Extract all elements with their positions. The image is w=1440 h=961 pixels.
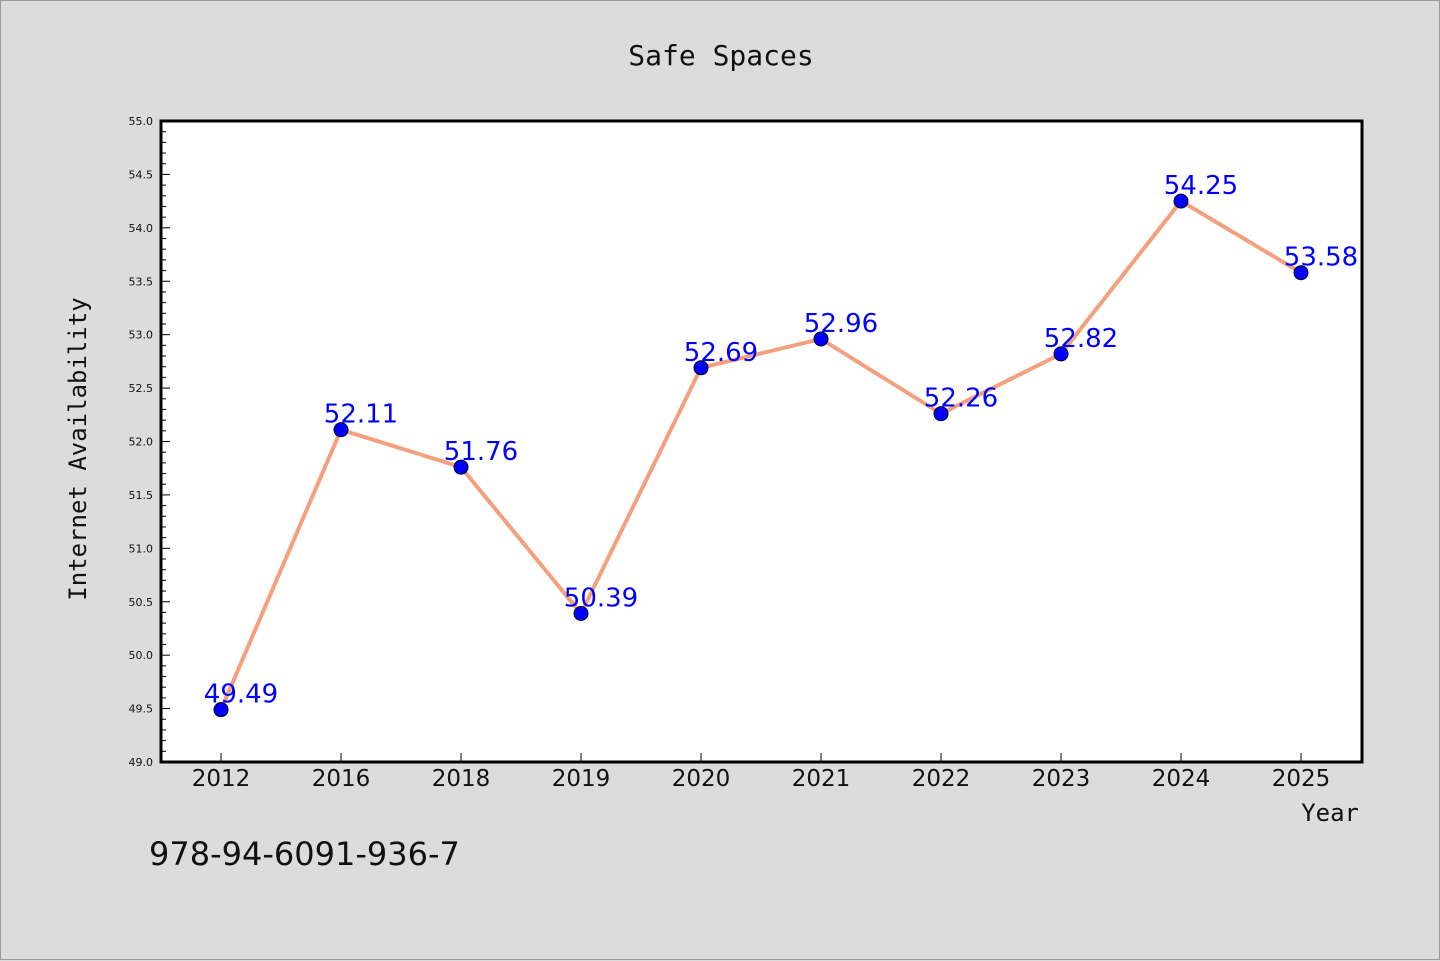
data-label: 53.58 [1284,243,1358,273]
x-tick-label: 2020 [672,766,731,792]
x-axis-title: Year [1301,799,1359,827]
y-tick-label: 50.5 [129,596,154,609]
y-tick-label: 52.5 [129,382,154,395]
y-axis-title: Internet Availability [64,297,92,600]
series-line [219,199,1303,712]
data-point [933,406,949,422]
data-point [333,422,349,438]
y-tick-label: 53.5 [129,275,154,288]
y-tick-label: 54.0 [129,222,154,235]
data-point [1293,265,1309,281]
data-labels: 49.49 52.11 51.76 50.39 52.69 52.96 52.26 52.82… [204,171,1358,710]
chart-title: Safe Spaces [628,39,813,72]
x-tick-label: 2022 [912,766,971,792]
data-label: 52.26 [924,384,998,414]
data-label: 50.39 [564,584,638,614]
data-point [693,360,709,376]
data-point [573,606,589,622]
x-tick-label: 2018 [432,766,491,792]
x-tick-label: 2023 [1032,766,1091,792]
x-axis-ticks [220,753,1302,762]
x-tick-label: 2024 [1152,766,1211,792]
y-tick-label: 53.0 [129,329,154,342]
y-tick-label: 49.0 [129,756,154,769]
data-label: 54.25 [1164,171,1238,201]
series-line-group [219,199,1303,712]
isbn-annotation: 978-94-6091-936-7 [149,835,460,873]
data-label: 51.76 [444,437,518,467]
y-axis-ticks [161,120,170,763]
x-tick-label: 2025 [1272,766,1331,792]
data-label: 52.69 [684,338,758,368]
series-markers [213,193,1309,718]
x-tick-label: 2016 [312,766,371,792]
data-point [453,459,469,475]
y-tick-label: 55.0 [129,115,154,128]
x-axis-tick-labels: 2012 2016 2018 2019 2020 2021 2022 2023 2024 2025 [192,766,1331,792]
y-tick-label: 49.5 [129,703,154,716]
data-label: 52.11 [324,400,398,430]
x-tick-label: 2021 [792,766,851,792]
data-label: 52.82 [1044,324,1118,354]
y-axis-tick-labels: 49.0 49.5 50.0 50.5 51.0 51.5 52.0 52.5 53.0 53.5… [129,115,154,769]
plot-area [159,119,1364,764]
data-point [213,702,229,718]
x-tick-label: 2012 [192,766,251,792]
y-tick-label: 51.5 [129,489,154,502]
y-tick-label: 54.5 [129,168,154,181]
data-point [1053,346,1069,362]
data-label: 52.96 [804,309,878,339]
y-tick-label: 50.0 [129,649,154,662]
x-tick-label: 2019 [552,766,611,792]
y-tick-label: 52.0 [129,436,154,449]
data-point [813,331,829,347]
y-tick-label: 51.0 [129,542,154,555]
data-point [1173,193,1189,209]
data-label: 49.49 [204,680,278,710]
